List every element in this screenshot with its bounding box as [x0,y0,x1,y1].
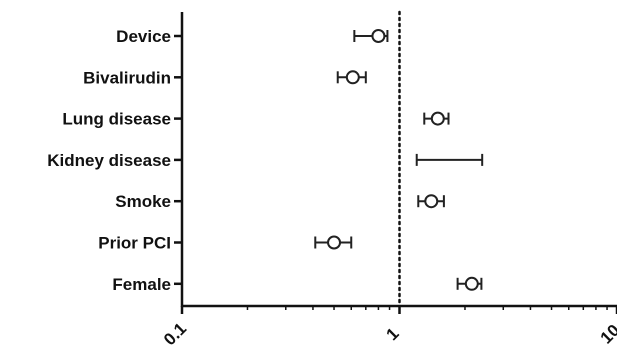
category-label-2: Lung disease [62,110,171,129]
category-labels-group: Device Bivalirudin Lung disease Kidney dise… [47,27,171,294]
estimate-marker-6 [464,276,479,291]
x-tick-label-2: 10 [597,321,617,348]
x-tick-label-1: 1 [383,324,403,344]
category-label-5: Prior PCI [98,234,171,253]
category-label-0: Device [116,27,171,46]
estimate-marker-5 [327,235,342,250]
estimate-marker-0 [371,29,386,43]
category-label-1: Bivalirudin [83,68,171,87]
category-label-6: Female [112,275,171,294]
x-tick-label-0: 0.1 [160,319,190,349]
data-marks-group [314,29,484,291]
category-label-3: Kidney disease [47,151,171,170]
axes-group [174,12,617,314]
estimate-marker-2 [430,111,445,126]
category-label-4: Smoke [115,192,171,211]
estimate-marker-1 [345,70,360,85]
estimate-marker-4 [424,194,439,209]
x-tick-labels-group: 0.1 1 10 [160,319,617,349]
